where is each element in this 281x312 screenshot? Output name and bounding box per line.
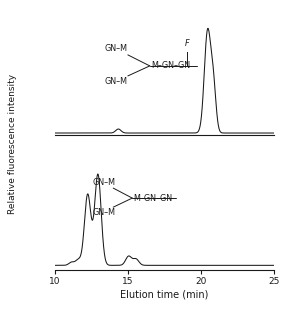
X-axis label: Elution time (min): Elution time (min) <box>120 290 209 300</box>
Text: Relative fluorescence intensity: Relative fluorescence intensity <box>8 73 17 214</box>
Text: GN–M: GN–M <box>105 77 128 86</box>
Text: M–GN–GN: M–GN–GN <box>133 193 173 202</box>
Text: F: F <box>185 39 189 48</box>
Text: M–GN–GN: M–GN–GN <box>151 61 190 71</box>
Text: GN–M: GN–M <box>93 208 116 217</box>
Text: GN–M: GN–M <box>93 178 116 187</box>
Text: GN–M: GN–M <box>105 44 128 53</box>
